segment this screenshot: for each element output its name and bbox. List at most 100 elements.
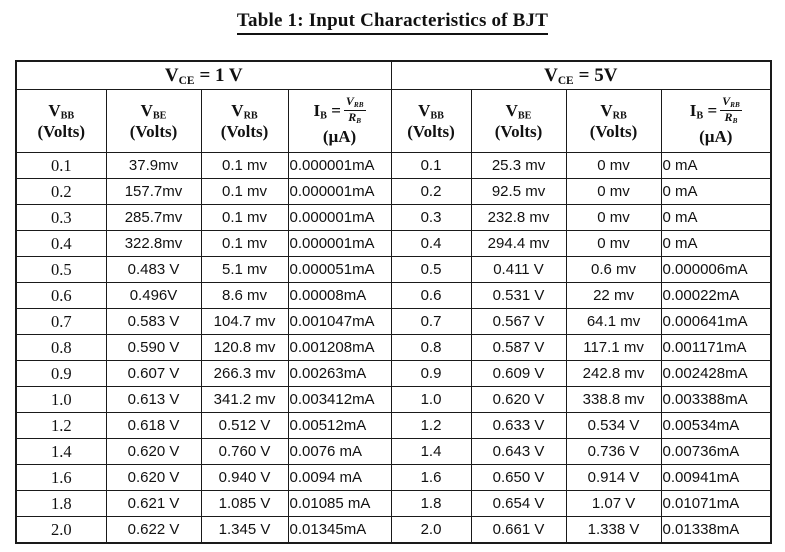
table-cell: 0.00534mA (660, 412, 772, 439)
table-row: 0.6 0.496V 8.6 mv 0.00008mA 0.6 0.531 V 22 mv 0… (15, 282, 772, 309)
table-cell: 0.7 (390, 308, 472, 335)
table-cell: 1.2 (390, 412, 472, 439)
vce-symbol: V (544, 64, 558, 86)
table-cell: 0.620 V (470, 386, 567, 413)
table-cell: 117.1 mv (565, 334, 662, 361)
vce-subscript: CE (557, 74, 574, 87)
table-cell: 0.001171mA (660, 334, 772, 361)
table-cell: 0.6 mv (565, 256, 662, 283)
table-cell: 0.567 V (470, 308, 567, 335)
table-cell: 25.3 mv (470, 152, 567, 179)
table-cell: 64.1 mv (565, 308, 662, 335)
table-cell: 0.620 V (105, 464, 202, 491)
table-cell: 0.001047mA (287, 308, 392, 335)
table-cell: 1.8 (390, 490, 472, 517)
table-cell: 0.590 V (105, 334, 202, 361)
table-cell: 0.613 V (105, 386, 202, 413)
table-cell: 0.2 (390, 178, 472, 205)
vce-value: = 5V (578, 64, 618, 86)
table-cell: 0.5 (15, 256, 107, 283)
table-cell: 8.6 mv (200, 282, 289, 309)
table-cell: 5.1 mv (200, 256, 289, 283)
table-row: 1.4 0.620 V 0.760 V 0.0076 mA 1.4 0.643 V 0.73… (15, 438, 772, 465)
table-cell: 1.4 (15, 438, 107, 465)
table-cell: 0.6 (15, 282, 107, 309)
table-cell: 0.531 V (470, 282, 567, 309)
table-cell: 92.5 mv (470, 178, 567, 205)
header-vbe-left: VBE (Volts) (105, 89, 202, 153)
table-cell: 0.760 V (200, 438, 289, 465)
table-cell: 0 mA (660, 230, 772, 257)
table-cell: 2.0 (390, 516, 472, 544)
table-cell: 0.736 V (565, 438, 662, 465)
header-vbb-right: VBB (Volts) (390, 89, 472, 153)
table-cell: 0 mA (660, 152, 772, 179)
table-cell: 0.618 V (105, 412, 202, 439)
table-cell: 1.07 V (565, 490, 662, 517)
table-cell: 341.2 mv (200, 386, 289, 413)
table-body: 0.1 37.9mv 0.1 mv 0.000001mA 0.1 25.3 mv 0 mv 0… (15, 152, 772, 544)
table-row: 0.9 0.607 V 266.3 mv 0.00263mA 0.9 0.609 V 242… (15, 360, 772, 387)
vce-value: = 1 V (199, 64, 243, 86)
table-cell: 322.8mv (105, 230, 202, 257)
table-cell: 0.1 mv (200, 204, 289, 231)
table-cell: 0 mv (565, 230, 662, 257)
table-cell: 0.9 (390, 360, 472, 387)
table-cell: 1.338 V (565, 516, 662, 544)
table-row: 0.3 285.7mv 0.1 mv 0.000001mA 0.3 232.8 mv 0 m… (15, 204, 772, 231)
table-cell: 0.003388mA (660, 386, 772, 413)
table-cell: 37.9mv (105, 152, 202, 179)
table-cell: 0.01071mA (660, 490, 772, 517)
table-cell: 0.621 V (105, 490, 202, 517)
table-cell: 120.8 mv (200, 334, 289, 361)
table-cell: 0.1 (15, 152, 107, 179)
vce-symbol: V (164, 64, 179, 86)
table-cell: 157.7mv (105, 178, 202, 205)
group-header-vce-1v: VCE = 1 V (15, 60, 392, 90)
table-cell: 0.620 V (105, 438, 202, 465)
table-cell: 1.2 (15, 412, 107, 439)
table-cell: 1.4 (390, 438, 472, 465)
table-cell: 0.9 (15, 360, 107, 387)
table-cell: 0.000001mA (287, 178, 392, 205)
table-cell: 0.000001mA (287, 230, 392, 257)
table-cell: 1.8 (15, 490, 107, 517)
table-cell: 1.345 V (200, 516, 289, 544)
table-row: 0.1 37.9mv 0.1 mv 0.000001mA 0.1 25.3 mv 0 mv 0… (15, 152, 772, 179)
group-header-row: VCE = 1 V VCE = 5V (15, 60, 772, 90)
table-cell: 0.001208mA (287, 334, 392, 361)
table-cell: 0.00263mA (287, 360, 392, 387)
table-cell: 0.01338mA (660, 516, 772, 544)
table-cell: 0.6 (390, 282, 472, 309)
table-cell: 0.650 V (470, 464, 567, 491)
table-row: 1.8 0.621 V 1.085 V 0.01085 mA 1.8 0.654 V 1.0… (15, 490, 772, 517)
table-cell: 338.8 mv (565, 386, 662, 413)
table-cell: 0.4 (390, 230, 472, 257)
table-cell: 1.6 (390, 464, 472, 491)
table-row: 0.2 157.7mv 0.1 mv 0.000001mA 0.2 92.5 mv 0 mv… (15, 178, 772, 205)
table-cell: 0.000001mA (287, 204, 392, 231)
table-cell: 1.085 V (200, 490, 289, 517)
table-cell: 0.002428mA (660, 360, 772, 387)
table-cell: 0.00022mA (660, 282, 772, 309)
header-vrb-left: VRB (Volts) (200, 89, 289, 153)
table-cell: 0.000051mA (287, 256, 392, 283)
table-cell: 0.583 V (105, 308, 202, 335)
table-cell: 0.1 mv (200, 178, 289, 205)
table-row: 0.8 0.590 V 120.8 mv 0.001208mA 0.8 0.587 V 11… (15, 334, 772, 361)
table-cell: 0.534 V (565, 412, 662, 439)
table-cell: 0.3 (15, 204, 107, 231)
table-cell: 0.607 V (105, 360, 202, 387)
table-cell: 0.7 (15, 308, 107, 335)
table-cell: 0.4 (15, 230, 107, 257)
table-cell: 0.654 V (470, 490, 567, 517)
table-cell: 0.5 (390, 256, 472, 283)
table-cell: 0.512 V (200, 412, 289, 439)
table-cell: 0.622 V (105, 516, 202, 544)
table-cell: 266.3 mv (200, 360, 289, 387)
table-row: 1.6 0.620 V 0.940 V 0.0094 mA 1.6 0.650 V 0.91… (15, 464, 772, 491)
vce-subscript: CE (178, 74, 195, 87)
header-ib-left: IB = VRB RB (µA) (287, 89, 392, 153)
table-cell: 0.411 V (470, 256, 567, 283)
